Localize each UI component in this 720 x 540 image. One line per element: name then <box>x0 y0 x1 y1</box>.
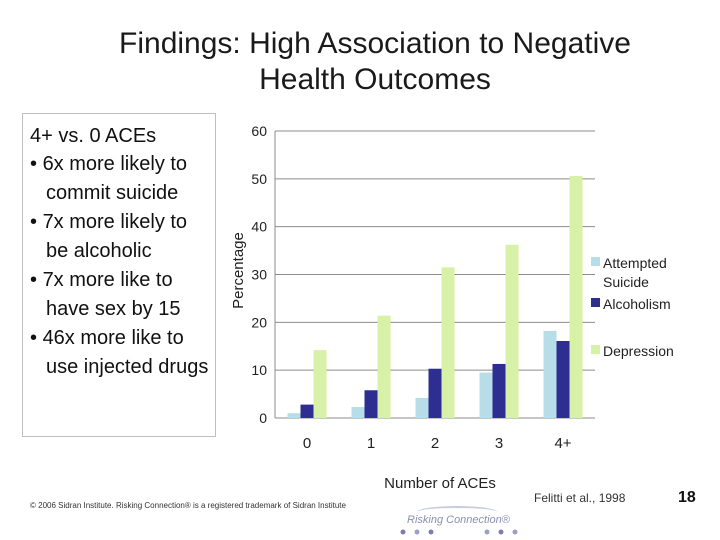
legend-swatch <box>591 345 600 354</box>
bullet-item: 7x more like to have sex by 15 <box>30 266 209 324</box>
bar <box>351 406 365 418</box>
slide-title: Findings: High Association to Negative H… <box>40 26 710 98</box>
bar <box>428 368 442 418</box>
bar <box>364 390 378 418</box>
logo-text: Risking Connection® <box>407 514 510 526</box>
y-axis-label: Percentage <box>230 232 247 309</box>
bullet-list: 6x more likely to commit suicide 7x more… <box>30 150 209 382</box>
y-tick-label: 20 <box>251 314 267 330</box>
y-tick-label: 10 <box>251 362 267 378</box>
y-tick-label: 40 <box>251 219 267 235</box>
slide-title-line2: Health Outcomes <box>259 63 491 96</box>
x-tick-label: 4+ <box>554 435 571 452</box>
risking-connection-logo: Risking Connection® <box>395 506 525 538</box>
bar <box>569 175 583 418</box>
bullet-item: 6x more likely to commit suicide <box>30 150 209 208</box>
citation: Felitti et al., 1998 <box>534 491 626 505</box>
bullet-item: 46x more like to use injected drugs <box>30 324 209 382</box>
x-tick-label: 2 <box>431 435 439 452</box>
bar <box>441 267 455 418</box>
bar <box>377 315 391 418</box>
x-tick-label: 3 <box>495 435 503 452</box>
bar <box>492 363 506 418</box>
legend-swatch <box>591 298 600 307</box>
logo-dots-graphic <box>400 529 518 535</box>
y-tick-label: 60 <box>251 123 267 139</box>
legend-label: Attempted Suicide <box>603 255 667 290</box>
logo-arc <box>417 506 497 518</box>
y-tick-label: 50 <box>251 171 267 187</box>
bullets-heading: 4+ vs. 0 ACEs <box>30 125 157 147</box>
legend-label: Depression <box>603 343 674 359</box>
x-axis-label: Number of ACEs <box>384 475 496 492</box>
bar <box>543 330 557 418</box>
y-tick-label: 30 <box>251 267 267 283</box>
legend-swatch <box>591 257 600 266</box>
slide-title-line1: Findings: High Association to Negative <box>119 27 631 60</box>
bar <box>479 372 493 418</box>
bar <box>556 340 570 418</box>
copyright-footer: © 2006 Sidran Institute. Risking Connect… <box>30 501 346 510</box>
bar <box>313 350 327 418</box>
bar <box>415 397 429 418</box>
slide-number: 18 <box>678 489 696 506</box>
bullet-item: 7x more likely to be alcoholic <box>30 208 209 266</box>
y-tick-label: 0 <box>259 410 267 426</box>
x-tick-label: 1 <box>367 435 375 452</box>
bar <box>300 404 314 418</box>
findings-bullet-box: 4+ vs. 0 ACEs 6x more likely to commit s… <box>22 113 216 437</box>
x-tick-label: 0 <box>303 435 311 452</box>
bar <box>287 413 301 418</box>
bar <box>505 244 519 418</box>
legend-label: Alcoholism <box>603 296 671 312</box>
